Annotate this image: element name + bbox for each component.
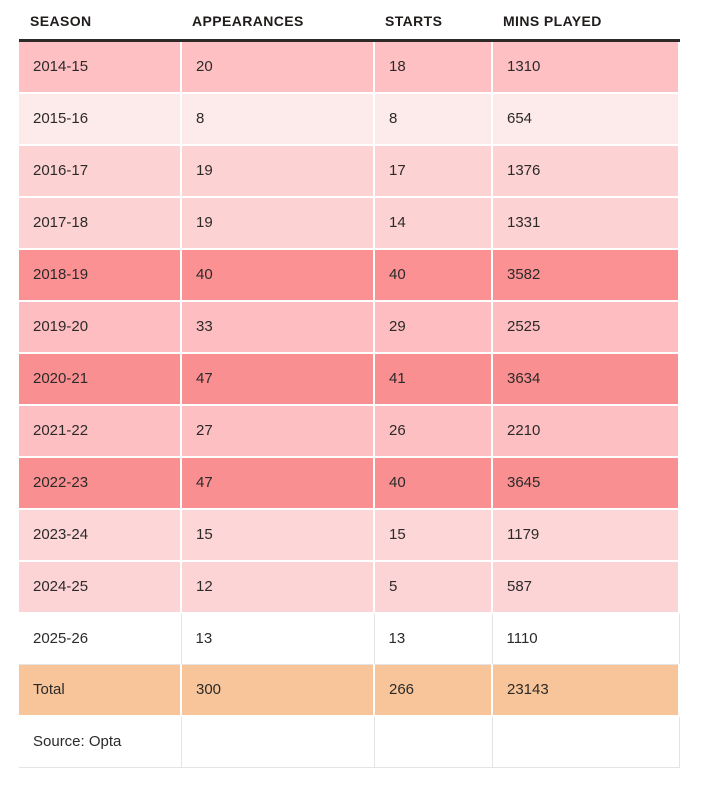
season-row: 2015-16 8 8 654 xyxy=(19,93,680,146)
season-row: 2016-17 19 17 1376 xyxy=(19,145,680,198)
starts-cell: 26 xyxy=(374,405,493,458)
season-row: 2019-20 33 29 2525 xyxy=(19,301,680,354)
mins-played-cell: 1179 xyxy=(492,509,680,562)
starts-cell: 13 xyxy=(374,613,493,665)
mins-played-cell: 3645 xyxy=(492,457,680,510)
season-cell: 2022-23 xyxy=(19,457,182,510)
appearances-cell: 12 xyxy=(181,561,375,614)
starts-cell: 17 xyxy=(374,145,493,198)
appearances-cell: 40 xyxy=(181,249,375,302)
season-row: 2022-23 47 40 3645 xyxy=(19,457,680,510)
appearances-cell: 47 xyxy=(181,353,375,406)
starts-cell: 18 xyxy=(374,40,493,94)
column-header-season: SEASON xyxy=(19,2,181,42)
season-cell: 2025-26 xyxy=(19,613,182,665)
column-header-starts: STARTS xyxy=(374,2,492,42)
season-cell: Source: Opta xyxy=(19,716,182,768)
starts-cell: 40 xyxy=(374,457,493,510)
mins-played-cell xyxy=(492,716,680,768)
season-row: 2020-21 47 41 3634 xyxy=(19,353,680,406)
starts-cell: 15 xyxy=(374,509,493,562)
season-row: 2017-18 19 14 1331 xyxy=(19,197,680,250)
appearances-cell: 33 xyxy=(181,301,375,354)
appearances-cell: 19 xyxy=(181,145,375,198)
season-cell: 2021-22 xyxy=(19,405,182,458)
mins-played-cell: 3634 xyxy=(492,353,680,406)
season-cell: 2015-16 xyxy=(19,93,182,146)
appearances-cell: 20 xyxy=(181,40,375,94)
starts-cell: 14 xyxy=(374,197,493,250)
season-cell: 2020-21 xyxy=(19,353,182,406)
appearances-cell: 8 xyxy=(181,93,375,146)
table-body: 2014-15 20 18 1310 2015-16 8 8 654 2016-17 19 17 13… xyxy=(19,40,680,768)
season-row: 2018-19 40 40 3582 xyxy=(19,249,680,302)
source-row: Source: Opta xyxy=(19,716,680,768)
season-cell: Total xyxy=(19,664,182,717)
mins-played-cell: 1331 xyxy=(492,197,680,250)
season-row: 2024-25 12 5 587 xyxy=(19,561,680,614)
mins-played-cell: 3582 xyxy=(492,249,680,302)
mins-played-cell: 654 xyxy=(492,93,680,146)
season-cell: 2014-15 xyxy=(19,40,182,94)
appearances-cell xyxy=(181,716,375,768)
mins-played-cell: 1376 xyxy=(492,145,680,198)
starts-cell: 5 xyxy=(374,561,493,614)
season-row: 2014-15 20 18 1310 xyxy=(19,40,680,94)
season-row: 2023-24 15 15 1179 xyxy=(19,509,680,562)
mins-played-cell: 1310 xyxy=(492,40,680,94)
starts-cell: 41 xyxy=(374,353,493,406)
starts-cell: 8 xyxy=(374,93,493,146)
appearances-cell: 13 xyxy=(181,613,375,665)
season-row: 2021-22 27 26 2210 xyxy=(19,405,680,458)
season-cell: 2019-20 xyxy=(19,301,182,354)
appearances-cell: 19 xyxy=(181,197,375,250)
starts-cell: 40 xyxy=(374,249,493,302)
season-cell: 2016-17 xyxy=(19,145,182,198)
season-row: 2025-26 13 13 1110 xyxy=(19,613,680,665)
header-row: SEASON APPEARANCES STARTS MINS PLAYED xyxy=(19,2,679,42)
stats-table: SEASON APPEARANCES STARTS MINS PLAYED 20… xyxy=(19,2,680,768)
appearances-cell: 15 xyxy=(181,509,375,562)
season-cell: 2024-25 xyxy=(19,561,182,614)
starts-cell: 29 xyxy=(374,301,493,354)
mins-played-cell: 2210 xyxy=(492,405,680,458)
season-cell: 2023-24 xyxy=(19,509,182,562)
mins-played-cell: 587 xyxy=(492,561,680,614)
appearances-cell: 47 xyxy=(181,457,375,510)
total-row: Total 300 266 23143 xyxy=(19,664,680,717)
mins-played-cell: 23143 xyxy=(492,664,680,717)
appearances-cell: 300 xyxy=(181,664,375,717)
mins-played-cell: 2525 xyxy=(492,301,680,354)
season-cell: 2018-19 xyxy=(19,249,182,302)
column-header-appearances: APPEARANCES xyxy=(181,2,374,42)
season-cell: 2017-18 xyxy=(19,197,182,250)
starts-cell: 266 xyxy=(374,664,493,717)
starts-cell xyxy=(374,716,493,768)
column-header-mins-played: MINS PLAYED xyxy=(492,2,679,42)
mins-played-cell: 1110 xyxy=(492,613,680,665)
appearances-cell: 27 xyxy=(181,405,375,458)
